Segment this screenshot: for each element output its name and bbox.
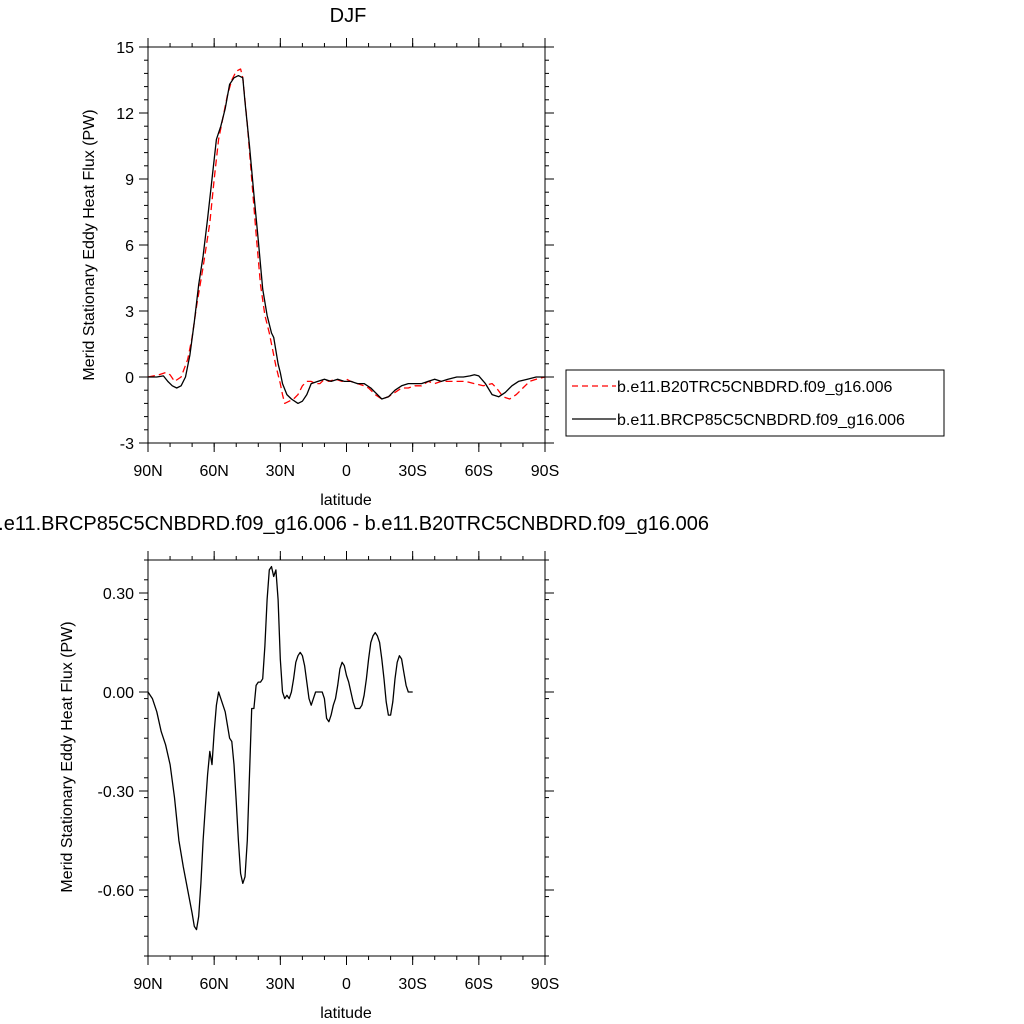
bottom-chart: b.e11.BRCP85C5CNBDRD.f09_g16.006 - b.e11… — [0, 513, 709, 1022]
legend-box — [565, 369, 945, 437]
top-x-axis-label: latitude — [320, 492, 372, 509]
top-y-axis-label: Merid Stationary Eddy Heat Flux (PW) — [81, 109, 98, 380]
legend-label-1: b.e11.BRCP85C5CNBDRD.f09_g16.006 — [617, 412, 905, 429]
top-series-line-1 — [148, 74, 545, 405]
legend-label-0: b.e11.B20TRC5CNBDRD.f09_g16.006 — [617, 379, 893, 396]
top-series-lines — [147, 68, 546, 405]
top-x-tick-label: 60N — [199, 463, 228, 480]
top-y-tick-label: -3 — [120, 436, 134, 453]
top-y-tick-label: 0 — [125, 370, 134, 387]
bottom-y-tick-label: 0.00 — [103, 685, 134, 702]
top-x-tick-label: 0 — [342, 463, 351, 480]
top-y-tick-label: 12 — [116, 106, 134, 123]
bottom-x-tick-label: 60N — [199, 976, 228, 993]
bottom-x-axis-label: latitude — [320, 1005, 372, 1022]
top-x-tick-label: 90S — [531, 463, 559, 480]
top-x-tick-label: 30S — [398, 463, 426, 480]
legend: b.e11.B20TRC5CNBDRD.f09_g16.006 b.e11.BR… — [565, 369, 945, 437]
bottom-y-tick-label: -0.30 — [98, 784, 135, 801]
top-x-ticks: 90N 60N 30N 0 30S 60S 90S — [133, 38, 559, 480]
top-y-tick-label: 9 — [125, 172, 134, 189]
top-y-tick-label: 6 — [125, 238, 134, 255]
top-x-tick-label: 30N — [266, 463, 295, 480]
top-y-ticks: -3 0 3 6 9 12 15 — [116, 40, 554, 453]
bottom-x-tick-label: 30N — [266, 976, 295, 993]
bottom-x-tick-label: 0 — [342, 976, 351, 993]
bottom-x-tick-label: 90N — [133, 976, 162, 993]
top-chart-title: DJF — [330, 5, 367, 27]
bottom-plot-frame — [147, 559, 546, 957]
top-chart: DJF -3 0 3 6 9 12 15 90N 60N 30N 0 30S 60S 90S latit… — [81, 5, 945, 509]
bottom-y-tick-label: -0.60 — [98, 883, 135, 900]
bottom-x-tick-label: 60S — [465, 976, 493, 993]
top-y-tick-label: 3 — [125, 304, 134, 321]
bottom-series-lines — [147, 565, 413, 931]
top-x-tick-label: 60S — [465, 463, 493, 480]
bottom-chart-title: b.e11.BRCP85C5CNBDRD.f09_g16.006 - b.e11… — [0, 513, 709, 535]
bottom-x-tick-label: 30S — [398, 976, 426, 993]
top-y-tick-label: 15 — [116, 40, 134, 57]
bottom-y-tick-label: 0.30 — [103, 586, 134, 603]
bottom-y-axis-label: Merid Stationary Eddy Heat Flux (PW) — [59, 621, 76, 892]
top-series-line-0 — [147, 68, 546, 405]
bottom-x-ticks: 90N 60N 30N 0 30S 60S 90S — [133, 551, 559, 993]
bottom-series-line-0 — [147, 565, 413, 931]
top-x-tick-label: 90N — [133, 463, 162, 480]
bottom-x-tick-label: 90S — [531, 976, 559, 993]
bottom-y-ticks: -0.60 -0.30 0.00 0.30 — [98, 559, 554, 957]
